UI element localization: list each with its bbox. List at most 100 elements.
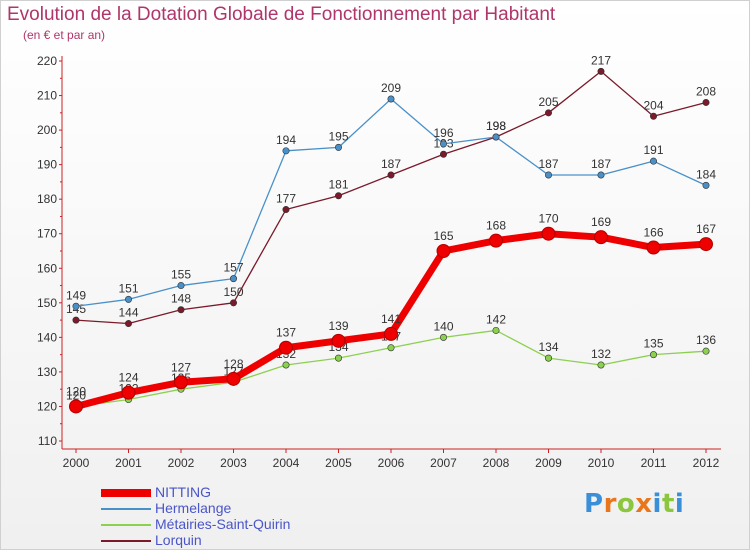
- data-point: [279, 340, 293, 355]
- legend-label: Hermelange: [155, 500, 232, 516]
- legend-swatch: [101, 489, 151, 497]
- data-point: [334, 143, 342, 151]
- chart-subtitle: (en € et par an): [23, 28, 106, 42]
- data-label: 181: [328, 178, 348, 192]
- data-point: [649, 157, 657, 165]
- logo-letter: P: [584, 489, 604, 519]
- logo-letter: o: [616, 489, 636, 519]
- data-label: 139: [328, 319, 348, 333]
- data-point: [439, 140, 447, 148]
- data-label: 165: [433, 229, 453, 243]
- data-label: 170: [538, 212, 558, 226]
- data-point: [489, 233, 503, 248]
- data-label: 141: [381, 312, 401, 326]
- x-tick-label: 2004: [273, 456, 300, 470]
- data-label: 166: [643, 226, 663, 240]
- series-line-lorquin: [75, 70, 707, 325]
- data-point: [72, 302, 80, 310]
- data-label: 150: [223, 285, 243, 299]
- data-point: [174, 375, 188, 390]
- data-point: [125, 320, 133, 328]
- logo-letter: i: [674, 489, 685, 519]
- data-point: [387, 171, 395, 179]
- legend-label: Lorquin: [155, 532, 202, 548]
- data-point: [177, 306, 185, 314]
- data-label: 209: [381, 81, 401, 95]
- x-tick-label: 2009: [535, 456, 562, 470]
- data-label: 151: [118, 281, 138, 295]
- data-label: 198: [486, 119, 506, 133]
- data-label: 208: [696, 84, 716, 98]
- data-label: 167: [696, 222, 716, 236]
- x-tick-label: 2008: [483, 456, 510, 470]
- x-tick-label: 2003: [220, 456, 247, 470]
- data-label: 120: [66, 384, 86, 398]
- x-tick-label: 2010: [588, 456, 615, 470]
- data-label: 196: [433, 126, 453, 140]
- y-tick-label: 140: [37, 330, 57, 344]
- data-point: [230, 299, 238, 307]
- x-tick-label: 2006: [378, 456, 405, 470]
- y-tick-label: 170: [37, 227, 57, 241]
- data-label: 155: [171, 268, 191, 282]
- data-label: 187: [538, 157, 558, 171]
- y-tick-label: 110: [38, 434, 57, 448]
- data-label: 168: [486, 219, 506, 233]
- data-point: [226, 371, 241, 386]
- data-point: [436, 244, 451, 258]
- data-point: [702, 181, 710, 189]
- data-point: [597, 361, 605, 369]
- data-point: [439, 150, 447, 158]
- logo-letter: r: [603, 489, 617, 519]
- data-point: [597, 171, 605, 179]
- x-tick-label: 2012: [693, 456, 720, 470]
- data-point: [702, 98, 710, 106]
- data-label: 142: [486, 312, 506, 326]
- data-label: 217: [591, 53, 611, 67]
- y-tick-label: 210: [37, 89, 57, 103]
- data-label: 140: [433, 319, 453, 333]
- chart-title: Evolution de la Dotation Globale de Fonc…: [7, 4, 556, 25]
- data-point: [177, 282, 185, 290]
- data-point: [541, 226, 556, 241]
- x-tick-label: 2011: [641, 456, 667, 470]
- data-point: [544, 109, 552, 117]
- logo-letter: i: [652, 489, 662, 519]
- data-point: [649, 112, 657, 120]
- data-point: [387, 95, 395, 103]
- data-label: 135: [643, 337, 663, 351]
- y-tick-label: 220: [37, 54, 57, 68]
- data-label: 144: [118, 306, 138, 320]
- data-label: 204: [643, 98, 663, 112]
- data-point: [492, 326, 500, 334]
- data-point: [384, 326, 398, 341]
- data-point: [699, 237, 713, 252]
- data-label: 205: [538, 95, 558, 109]
- x-tick-label: 2002: [168, 456, 195, 470]
- data-point: [702, 347, 710, 355]
- data-point: [492, 133, 500, 141]
- data-label: 120: [66, 388, 86, 402]
- data-label: 134: [538, 340, 558, 354]
- data-point: [646, 240, 661, 255]
- y-tick-label: 160: [37, 261, 57, 275]
- data-label: 194: [276, 133, 296, 147]
- legend-swatch: [101, 524, 151, 526]
- data-label: 136: [696, 333, 716, 347]
- logo-letter: x: [635, 489, 653, 519]
- data-label: 198: [486, 119, 506, 133]
- data-label: 148: [171, 292, 191, 306]
- x-tick-label: 2000: [63, 456, 90, 470]
- data-point: [282, 361, 290, 369]
- legend-label: Métairies-Saint-Quirin: [155, 516, 291, 532]
- data-point: [594, 230, 608, 245]
- data-label: 137: [276, 326, 296, 340]
- data-point: [282, 206, 290, 214]
- data-label: 132: [591, 347, 611, 361]
- x-tick-label: 2005: [325, 456, 352, 470]
- data-point: [331, 333, 346, 348]
- data-label: 187: [381, 157, 401, 171]
- data-label: 169: [591, 215, 611, 229]
